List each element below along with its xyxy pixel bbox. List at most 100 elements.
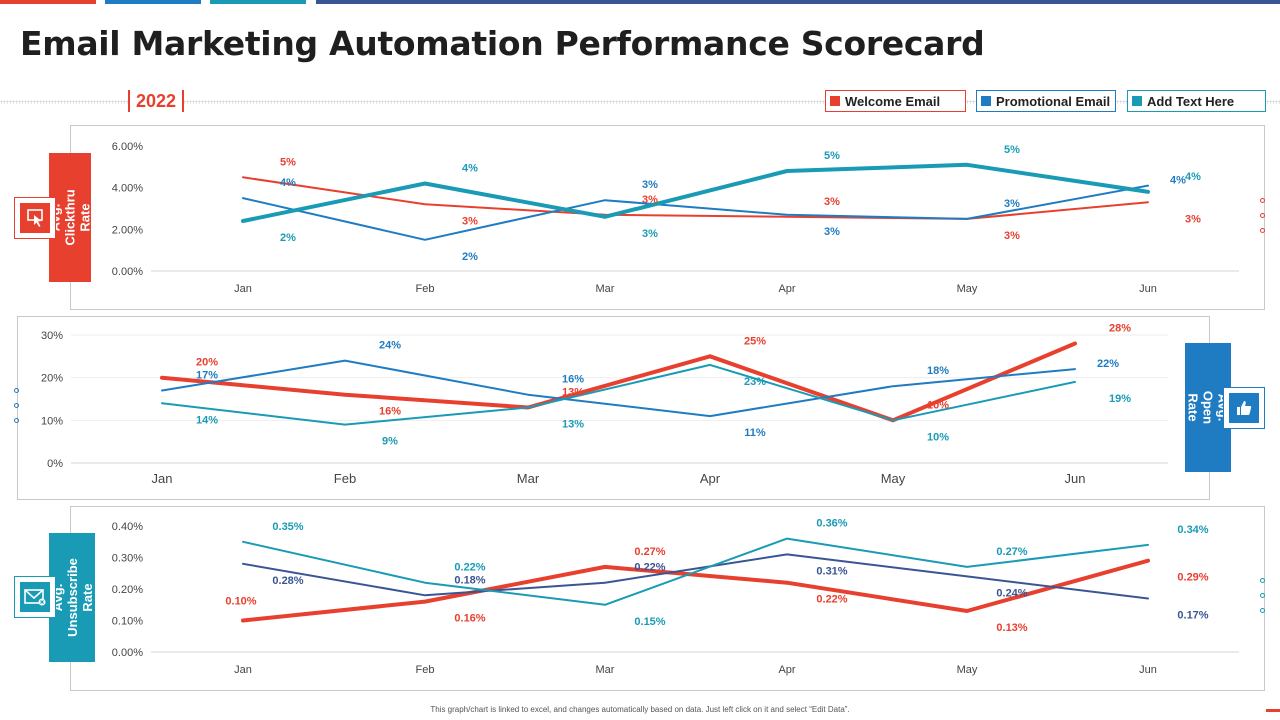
data-label: 16% <box>379 406 401 418</box>
legend-swatch-red <box>830 96 840 106</box>
x-tick-label: Mar <box>596 283 615 295</box>
data-label: 13% <box>562 387 584 399</box>
data-label: 0.29% <box>1177 572 1208 584</box>
y-tick-label: 0.00% <box>112 266 143 278</box>
y-tick-label: 0% <box>47 458 63 470</box>
legend-label: Promotional Email <box>996 93 1111 109</box>
data-label: 0.27% <box>634 546 665 558</box>
data-label: 10% <box>927 431 949 443</box>
data-label: 0.16% <box>454 613 485 625</box>
decor-dots-right-1 <box>1260 198 1266 243</box>
data-label: 5% <box>1004 144 1020 156</box>
data-label: 24% <box>379 340 401 352</box>
data-label: 2% <box>462 251 478 263</box>
unsubscribe-chart: 0.40% 0.30% 0.20% 0.10% 0.00% Jan Feb Mar Apr May… <box>112 518 1239 676</box>
top-bar-blue <box>105 0 201 4</box>
unsubscribe-icon-box <box>14 576 56 618</box>
top-bar-teal <box>210 0 306 4</box>
data-label: 0.22% <box>634 562 665 574</box>
thumbs-up-icon <box>1229 393 1259 423</box>
series-line-welcome-email <box>241 558 1150 623</box>
footnote: This graph/chart is linked to excel, and… <box>430 705 850 714</box>
top-bar-navy <box>316 0 1280 4</box>
decor-dots-left-2 <box>14 388 20 433</box>
data-label: 13% <box>562 419 584 431</box>
y-tick-label: 0.20% <box>112 584 143 596</box>
data-label: 3% <box>642 194 658 206</box>
data-label: 28% <box>1109 323 1131 335</box>
x-tick-label: Feb <box>416 664 435 676</box>
data-label: 4% <box>462 163 478 175</box>
x-tick-label: Jan <box>234 283 252 295</box>
series-line-welcome-email <box>160 341 1077 423</box>
legend-swatch-teal <box>1132 96 1142 106</box>
data-label: 10% <box>927 399 949 411</box>
x-tick-label: Apr <box>778 664 795 676</box>
open-rate-chart: 30% 20% 10% 0% Jan Feb Mar Apr May Jun 20% 16% 13% 25… <box>41 323 1168 486</box>
series-line-promotional-email <box>242 553 1149 600</box>
legend-label: Welcome Email <box>845 93 941 109</box>
data-label: 0.35% <box>272 521 303 533</box>
x-tick-label: Mar <box>517 471 540 486</box>
data-label: 4% <box>280 177 296 189</box>
data-label: 14% <box>196 414 218 426</box>
clickthru-chart: 6.00% 4.00% 2.00% 0.00% Jan Feb Mar Apr May Jun 5%… <box>112 141 1239 295</box>
x-tick-label: May <box>957 664 978 676</box>
data-label: 25% <box>744 335 766 347</box>
data-label: 0.36% <box>816 518 847 530</box>
data-label: 0.17% <box>1177 609 1208 621</box>
legend-label: Add Text Here <box>1147 93 1235 109</box>
x-tick-label: Feb <box>334 471 356 486</box>
y-tick-label: 20% <box>41 373 63 385</box>
data-label: 3% <box>462 215 478 227</box>
series-line-add-text-here <box>242 537 1149 606</box>
data-label: 0.24% <box>996 587 1027 599</box>
data-label: 2% <box>280 232 296 244</box>
y-tick-label: 6.00% <box>112 141 143 153</box>
y-tick-label: 0.10% <box>112 616 143 628</box>
x-tick-label: Apr <box>700 471 721 486</box>
y-tick-label: 4.00% <box>112 183 143 195</box>
data-label: 0.34% <box>1177 524 1208 536</box>
x-tick-label: May <box>881 471 906 486</box>
data-label: 22% <box>1097 358 1119 370</box>
chart-panel-clickthru: 6.00% 4.00% 2.00% 0.00% Jan Feb Mar Apr May Jun 5%… <box>70 125 1265 310</box>
y-tick-label: 0.40% <box>112 521 143 533</box>
top-bar-red <box>0 0 96 4</box>
decor-dots-right-3 <box>1260 578 1266 623</box>
x-tick-label: Apr <box>778 283 795 295</box>
data-label: 23% <box>744 376 766 388</box>
data-label: 18% <box>927 365 949 377</box>
data-label: 20% <box>196 357 218 369</box>
x-tick-label: Jun <box>1065 471 1086 486</box>
data-label: 3% <box>824 196 840 208</box>
click-icon <box>20 203 50 233</box>
y-tick-label: 30% <box>41 330 63 342</box>
corner-accent <box>1266 709 1280 712</box>
series-line-add-text-here <box>241 162 1150 223</box>
y-tick-label: 0.30% <box>112 553 143 565</box>
y-tick-label: 0.00% <box>112 647 143 659</box>
series-line-promotional-email <box>161 359 1076 418</box>
data-label: 3% <box>1004 230 1020 242</box>
data-label: 0.22% <box>454 562 485 574</box>
chart-panel-unsubscribe: 0.40% 0.30% 0.20% 0.10% 0.00% Jan Feb Mar Apr May… <box>70 506 1265 691</box>
page-title: Email Marketing Automation Performance S… <box>20 24 985 63</box>
open-rate-icon-box <box>1223 387 1265 429</box>
data-label: 4% <box>1185 171 1201 183</box>
data-label: 0.31% <box>816 565 847 577</box>
data-label: 3% <box>824 226 840 238</box>
data-label: 0.27% <box>996 546 1027 558</box>
x-tick-label: Feb <box>416 283 435 295</box>
clickthru-tag: Avg. Clickthru Rate <box>48 153 93 282</box>
data-label: 3% <box>642 179 658 191</box>
data-label: 19% <box>1109 393 1131 405</box>
x-tick-label: May <box>957 283 978 295</box>
chart-panel-open-rate: 30% 20% 10% 0% Jan Feb Mar Apr May Jun 20% 16% 13% 25… <box>17 316 1210 500</box>
data-label: 5% <box>824 150 840 162</box>
series-line-add-text-here <box>161 363 1076 426</box>
x-tick-label: Jan <box>152 471 173 486</box>
data-label: 0.15% <box>634 616 665 628</box>
unsubscribe-tag: Avg. Unsubscribe Rate <box>49 533 95 662</box>
data-label: 9% <box>382 436 398 448</box>
